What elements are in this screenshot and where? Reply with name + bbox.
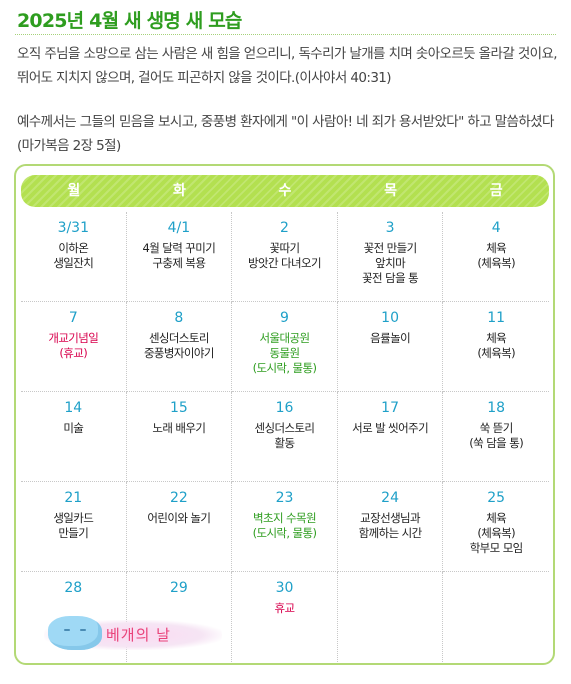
weekday-mon: 월 xyxy=(67,183,81,199)
day-event: 개교기념일 (휴교) xyxy=(48,331,99,360)
calendar-day-cell: 17 서로 발 씻어주기 xyxy=(337,392,444,482)
weekday-fri: 금 xyxy=(489,183,503,199)
day-event: 센싱더스토리 활동 xyxy=(254,421,315,450)
day-number: 24 xyxy=(381,490,399,506)
calendar-day-cell: 15 노래 배우기 xyxy=(126,392,233,482)
calendar-day-cell: 3/31 이하온 생일잔치 xyxy=(21,212,127,302)
day-event: 교장선생님과 함께하는 시간 xyxy=(358,511,423,540)
calendar: 월 화 수 목 금 3/31 이하온 생일잔치 4/1 4월 달력 꾸미기 구충제 복… xyxy=(14,164,555,665)
pillow-day-caption: 베개의 날 xyxy=(106,626,171,644)
day-number: 30 xyxy=(275,580,294,596)
day-event: 서로 발 씻어주기 xyxy=(352,421,429,435)
calendar-day-cell xyxy=(443,572,549,662)
day-event: 쑥 뜯기 (쑥 담을 통) xyxy=(469,421,524,450)
calendar-day-cell: 10 음률놀이 xyxy=(337,302,444,392)
day-event: 벽초지 수목원 (도시락, 물통) xyxy=(252,511,317,540)
calendar-day-cell: 18 쑥 뜯기 (쑥 담을 통) xyxy=(443,392,549,482)
day-number: 7 xyxy=(68,310,78,326)
day-event: 어린이와 놀기 xyxy=(147,511,211,525)
pillow-icon xyxy=(48,616,102,650)
weekday-wed: 수 xyxy=(278,183,292,199)
day-number: 28 xyxy=(64,580,83,596)
day-number: 18 xyxy=(487,400,506,416)
pillow-day-sticker: 베개의 날 xyxy=(44,616,222,652)
day-number: 29 xyxy=(169,580,188,596)
day-number: 4 xyxy=(491,220,501,236)
day-number: 22 xyxy=(169,490,188,506)
day-number: 4/1 xyxy=(167,220,191,236)
day-event: 꽃따기 방앗간 다녀오기 xyxy=(248,241,322,270)
day-number: 2 xyxy=(280,220,289,236)
calendar-day-cell: 8 센싱더스토리 중풍병자이야기 xyxy=(126,302,233,392)
day-event: 서울대공원 동물원 (도시락, 물통) xyxy=(252,331,317,375)
day-number: 8 xyxy=(174,310,184,326)
weekday-tue: 화 xyxy=(172,183,186,199)
day-number: 17 xyxy=(381,400,399,416)
bible-verse-mark: 예수께서는 그들의 믿음을 보시고, 중풍병 환자에게 "이 사람아! 네 죄가… xyxy=(17,114,554,154)
weekday-header: 월 화 수 목 금 xyxy=(21,175,549,207)
day-event: 생일카드 만들기 xyxy=(53,511,94,540)
calendar-day-cell: 4/1 4월 달력 꾸미기 구충제 복용 xyxy=(126,212,233,302)
calendar-day-cell: 30 휴교 xyxy=(232,572,338,662)
calendar-day-cell: 11 체육 (체육복) xyxy=(443,302,549,392)
weekday-thu: 목 xyxy=(384,183,398,199)
calendar-day-cell: 2 꽃따기 방앗간 다녀오기 xyxy=(232,212,338,302)
calendar-day-cell: 23 벽초지 수목원 (도시락, 물통) xyxy=(232,482,338,572)
day-event: 꽃전 만들기 앞치마 꽃전 담을 통 xyxy=(362,241,419,285)
day-event: 체육 (체육복) xyxy=(477,331,516,360)
calendar-day-cell: 22 어린이와 놀기 xyxy=(126,482,233,572)
day-number: 23 xyxy=(275,490,294,506)
calendar-day-cell: 3 꽃전 만들기 앞치마 꽃전 담을 통 xyxy=(337,212,444,302)
day-number xyxy=(443,578,549,598)
day-number: 11 xyxy=(487,310,506,326)
calendar-day-cell: 4 체육 (체육복) xyxy=(443,212,549,302)
calendar-day-cell: 24 교장선생님과 함께하는 시간 xyxy=(337,482,444,572)
calendar-day-cell: 14 미술 xyxy=(21,392,127,482)
day-number: 15 xyxy=(169,400,188,416)
calendar-day-cell: 21 생일카드 만들기 xyxy=(21,482,127,572)
day-event: 이하온 생일잔치 xyxy=(53,241,94,270)
day-number xyxy=(338,578,443,598)
calendar-day-cell: 28 xyxy=(21,572,127,662)
calendar-day-cell xyxy=(338,572,444,662)
day-number: 14 xyxy=(64,400,83,416)
day-event: 센싱더스토리 중풍병자이야기 xyxy=(143,331,214,360)
day-event: 체육 (체육복) xyxy=(477,241,516,270)
bible-verse-isaiah: 오직 주님을 소망으로 삼는 사람은 새 힘을 얻으리니, 독수리가 날개를 치… xyxy=(17,46,558,86)
calendar-day-cell: 25 체육 (체육복) 학부모 모임 xyxy=(443,482,549,572)
calendar-day-cell: 16 센싱더스토리 활동 xyxy=(232,392,338,482)
day-event: 4월 달력 꾸미기 구충제 복용 xyxy=(142,241,216,270)
day-number: 16 xyxy=(275,400,294,416)
day-event: 노래 배우기 xyxy=(152,421,206,435)
calendar-day-cell: 29 xyxy=(127,572,233,662)
day-event: 휴교 xyxy=(274,601,296,615)
calendar-day-cell: 9 서울대공원 동물원 (도시락, 물통) xyxy=(232,302,338,392)
day-number: 3 xyxy=(385,220,395,236)
day-number: 25 xyxy=(487,490,506,506)
day-event: 체육 (체육복) 학부모 모임 xyxy=(469,511,524,555)
day-event: 미술 xyxy=(63,421,84,435)
title-divider xyxy=(15,34,556,35)
day-event: 음률놀이 xyxy=(370,331,411,345)
day-number: 10 xyxy=(381,310,399,326)
day-number: 9 xyxy=(280,310,289,326)
page-title: 2025년 4월 새 생명 새 모습 xyxy=(17,10,242,32)
day-number: 21 xyxy=(64,490,83,506)
day-number: 3/31 xyxy=(57,220,90,236)
calendar-day-cell: 7 개교기념일 (휴교) xyxy=(21,302,127,392)
